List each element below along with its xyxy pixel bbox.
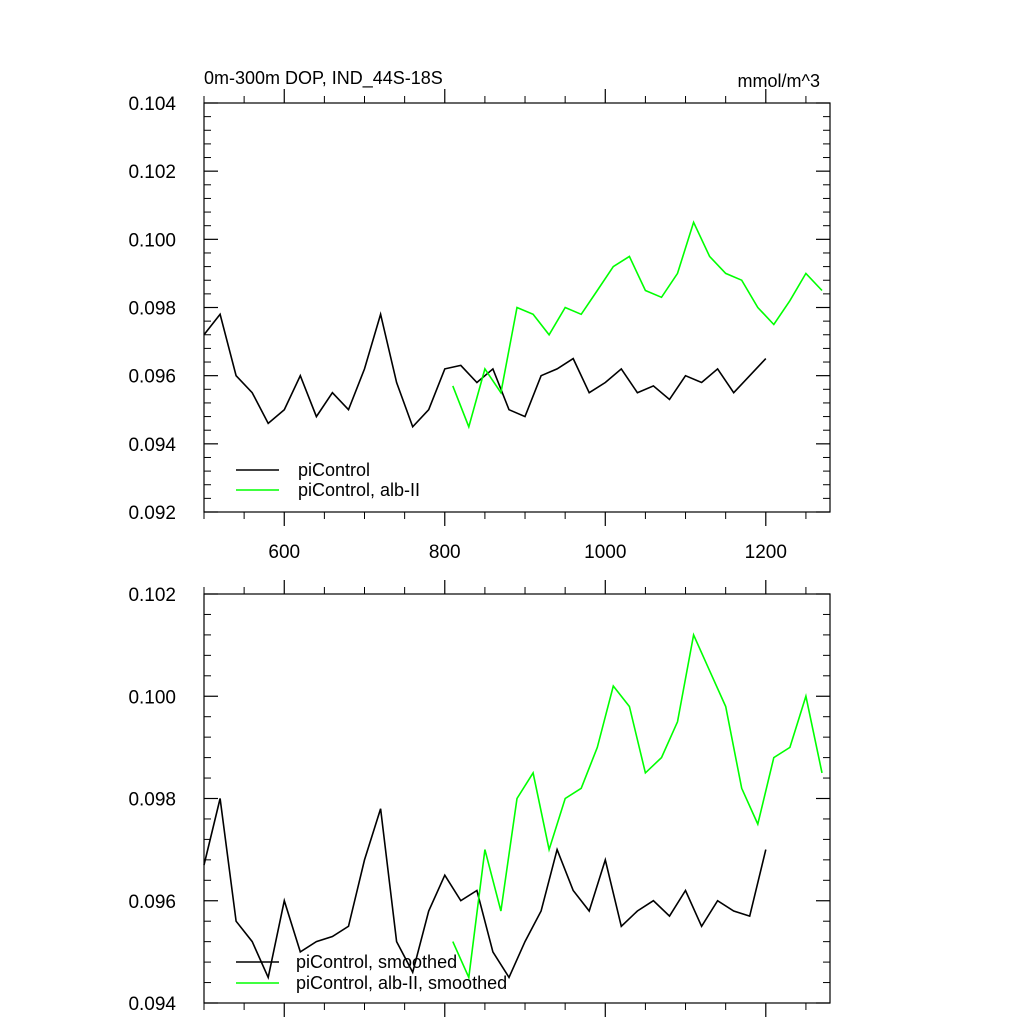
x-tick-label: 1200 [745, 542, 787, 563]
y-tick-label: 0.102 [128, 585, 176, 606]
y-tick-label: 0.092 [128, 503, 176, 524]
y-tick-label: 0.098 [128, 299, 176, 320]
legend-label: piControl [298, 460, 370, 480]
legend-label: piControl, smoothed [296, 952, 457, 972]
y-tick-label: 0.098 [128, 790, 176, 811]
legend-label: piControl, alb-II [298, 480, 420, 500]
legend-label: piControl, alb-II, smoothed [296, 973, 507, 993]
top-panel: 600 800 1000 1200 0.092 0.094 0.096 0.098 0.100 0… [128, 89, 831, 563]
series-line-1-1 [452, 632, 823, 981]
bottom-panel: 0.094 0.096 0.098 0.100 0.102 piControl, smoo… [128, 580, 831, 1017]
series-line-0-1 [452, 220, 823, 430]
series-line-1-0 [203, 798, 767, 980]
y-tick-label: 0.100 [128, 687, 176, 708]
y-tick-label: 0.102 [128, 162, 176, 183]
y-tick-label: 0.094 [128, 994, 176, 1015]
series-line-0-0 [203, 311, 767, 429]
y-tick-label: 0.104 [128, 94, 176, 115]
y-tick-label: 0.096 [128, 892, 176, 913]
x-tick-label: 600 [268, 542, 300, 563]
y-tick-label: 0.096 [128, 367, 176, 388]
units-label: mmol/m^3 [738, 71, 820, 91]
x-tick-label: 1000 [584, 542, 626, 563]
panel-title: 0m-300m DOP, IND_44S-18S [204, 68, 443, 89]
y-tick-label: 0.100 [128, 230, 176, 251]
y-tick-label: 0.094 [128, 435, 176, 456]
x-tick-label: 800 [429, 542, 461, 563]
